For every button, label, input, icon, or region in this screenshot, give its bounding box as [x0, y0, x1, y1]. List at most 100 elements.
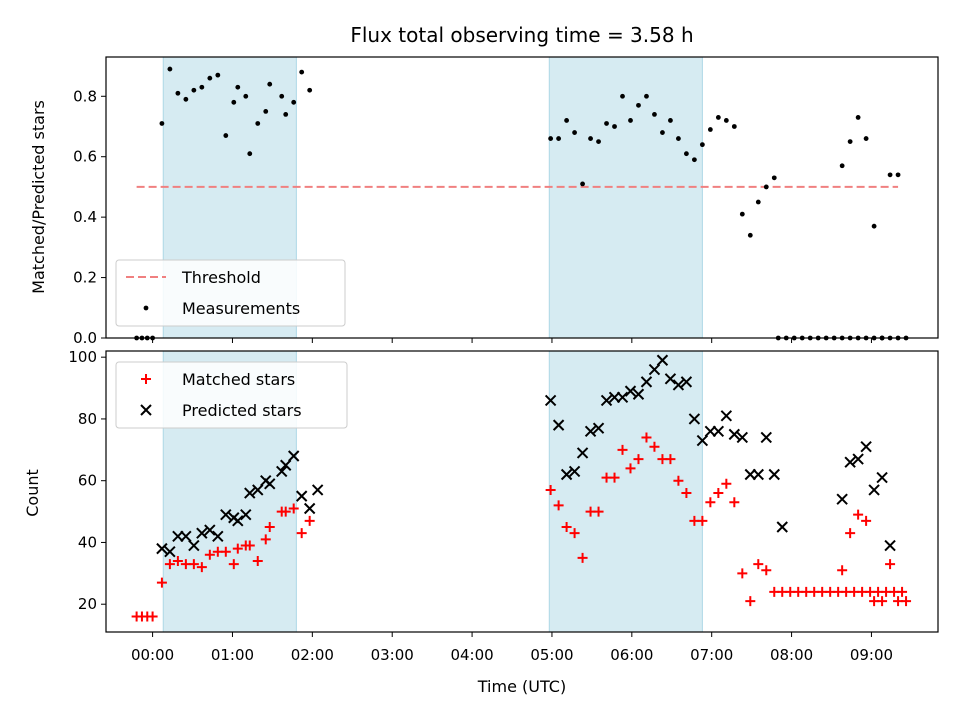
measurements-point-49: [739, 211, 745, 217]
measurements-point-17: [255, 121, 261, 126]
matched-stars-point-35: [625, 463, 636, 474]
predicted-stars-point-54: [852, 453, 864, 465]
predicted-stars-point-11: [240, 508, 252, 521]
predicted-stars-point-58: [884, 539, 896, 552]
matched-stars-point-21: [280, 506, 291, 517]
measurements-point-76: [887, 172, 893, 178]
matched-stars-point-71: [845, 528, 856, 539]
predicted-stars-point-28: [592, 422, 605, 434]
measurements-point-73: [863, 136, 869, 141]
matched-stars-point-25: [545, 484, 556, 495]
predicted-stars-point-41: [696, 434, 709, 447]
predicted-stars-point-49: [760, 431, 772, 444]
matched-stars-point-10: [204, 549, 215, 560]
x-tick-label: 01:00: [211, 646, 254, 664]
x-tick-label: 04:00: [450, 646, 493, 664]
matched-stars-point-44: [697, 515, 708, 526]
measurements-point-77: [895, 172, 901, 178]
legend-threshold-label: Threshold: [181, 268, 261, 287]
matched-stars-point-47: [721, 478, 732, 489]
measurements-point-41: [676, 136, 681, 141]
matched-stars-point-52: [761, 565, 772, 576]
measurements-point-53: [771, 175, 777, 181]
y-tick-label: 0.8: [73, 87, 97, 105]
y-tick-label: 0.4: [73, 208, 97, 226]
y-tick-label: 0.0: [73, 329, 97, 347]
predicted-stars-point-38: [672, 379, 685, 391]
matched-stars-point-51: [753, 559, 764, 570]
measurements-point-8: [191, 87, 197, 93]
measurements-point-16: [247, 151, 253, 157]
legend-predicted-stars-swatch: [140, 404, 152, 416]
y-tick-label: 20: [78, 595, 97, 613]
matched-stars-point-78: [901, 596, 912, 607]
predicted-stars-point-23: [552, 419, 565, 431]
measurements-point-48: [731, 124, 737, 129]
plot-frame: [105, 56, 939, 339]
measurements-point-42: [684, 151, 689, 157]
measurements-point-7: [183, 96, 189, 102]
predicted-stars-point-29: [600, 394, 613, 407]
measurements-point-14: [235, 84, 241, 90]
predicted-stars-point-46: [736, 431, 749, 444]
matched-stars-point-26: [553, 500, 564, 511]
ratio-panel: 0.0 0.2 0.4 0.6 0.8 Threshold Measurements: [73, 56, 939, 347]
predicted-stars-point-4: [188, 539, 200, 552]
y-tick-label: 80: [78, 410, 97, 428]
matched-stars-point-34: [617, 444, 628, 455]
count-legend: Matched stars Predicted stars: [115, 361, 348, 429]
x-tick-label: 07:00: [690, 646, 733, 664]
measurements-point-10: [207, 75, 213, 81]
measurements-point-33: [612, 124, 617, 129]
measurements-point-46: [715, 115, 721, 120]
matched-stars-point-40: [665, 454, 676, 465]
measurements-point-74: [871, 223, 877, 229]
measurements-point-45: [707, 127, 713, 132]
measurements-point-27: [564, 118, 569, 123]
x-tick-label: 06:00: [610, 646, 653, 664]
plot-frame: [105, 350, 939, 633]
measurements-point-18: [263, 108, 269, 114]
predicted-stars-point-16: [276, 465, 288, 478]
matched-stars-point-3: [147, 611, 158, 622]
x-tick-label: 02:00: [291, 646, 334, 664]
matched-stars-point-69: [897, 586, 908, 597]
predicted-stars-point-57: [876, 471, 888, 484]
matched-stars-point-31: [593, 506, 604, 517]
predicted-stars-point-21: [311, 484, 324, 496]
predicted-stars-point-39: [680, 376, 693, 388]
matched-stars-point-46: [713, 488, 724, 499]
legend-predicted-stars-label: Predicted stars: [182, 401, 302, 420]
chart-title: Flux total observing time = 3.58 h: [350, 23, 693, 47]
measurements-point-51: [755, 199, 761, 205]
measurements-point-29: [580, 181, 585, 187]
matched-stars-point-6: [172, 555, 183, 566]
measurements-point-5: [167, 66, 173, 72]
predicted-stars-point-20: [303, 502, 316, 515]
legend-box: [115, 259, 346, 327]
predicted-stars-point-17: [280, 459, 292, 471]
predicted-stars-point-32: [624, 385, 637, 397]
matched-stars-point-76: [885, 559, 896, 570]
measurements-point-25: [548, 136, 554, 141]
predicted-stars-point-27: [584, 425, 597, 437]
legend-matched-stars-label: Matched stars: [182, 370, 295, 389]
measurements-point-38: [652, 112, 657, 117]
matched-stars-point-18: [260, 534, 271, 545]
predicted-stars-point-45: [728, 428, 741, 441]
predicted-stars-point-18: [287, 450, 300, 462]
measurements-point-13: [231, 99, 237, 105]
matched-stars-point-28: [569, 528, 580, 539]
measurements-point-22: [291, 99, 297, 105]
x-tick-label: 03:00: [371, 646, 414, 664]
measurements-point-26: [556, 136, 562, 141]
matched-stars-point-5: [164, 559, 175, 570]
measurements-point-70: [839, 163, 845, 169]
measurements-point-44: [699, 142, 705, 148]
measurements-point-71: [847, 139, 853, 145]
measurements-point-31: [596, 139, 601, 145]
matched-stars-point-73: [861, 515, 872, 526]
measurements-point-12: [223, 133, 229, 138]
legend-matched-stars-swatch: [141, 374, 151, 384]
ratio-legend: Threshold Measurements: [115, 259, 346, 327]
